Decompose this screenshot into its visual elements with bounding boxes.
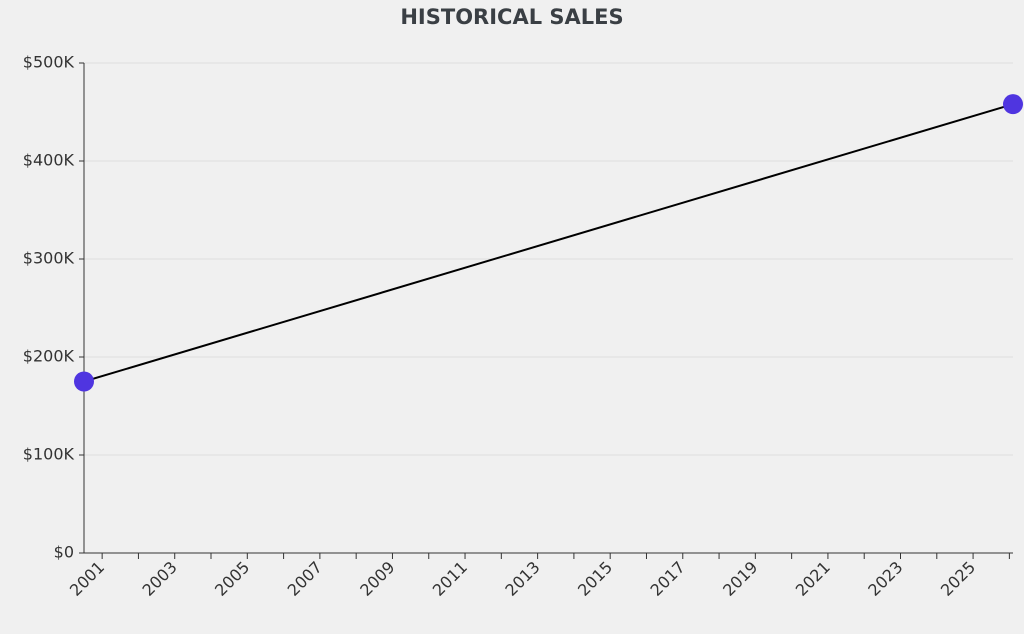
x-tick-label: 2007 — [284, 558, 326, 600]
data-point — [74, 371, 94, 392]
y-tick-label: $200K — [23, 347, 75, 366]
x-tick-label: 2021 — [792, 558, 834, 600]
x-tick-label: 2009 — [356, 558, 398, 600]
y-tick-label: $100K — [23, 445, 75, 464]
x-tick-label: 2015 — [574, 558, 616, 600]
y-tick-label: $0 — [54, 543, 74, 562]
x-tick-label: 2017 — [647, 558, 689, 600]
x-tick-label: 2001 — [66, 558, 108, 600]
line — [83, 103, 1014, 383]
x-tick-label: 2025 — [937, 558, 979, 600]
x-tick-label: 2011 — [429, 558, 471, 600]
y-tick-label: $400K — [23, 151, 75, 170]
chart-title: HISTORICAL SALES — [400, 5, 623, 29]
x-tick-label: 2013 — [501, 558, 543, 600]
data-point — [1003, 94, 1023, 115]
y-tick-label: $300K — [23, 249, 75, 268]
x-tick-label: 2023 — [864, 558, 906, 600]
x-tick-label: 2019 — [719, 558, 761, 600]
x-tick-label: 2005 — [211, 558, 253, 600]
y-tick-label: $500K — [23, 53, 75, 72]
x-tick-label: 2003 — [139, 558, 181, 600]
